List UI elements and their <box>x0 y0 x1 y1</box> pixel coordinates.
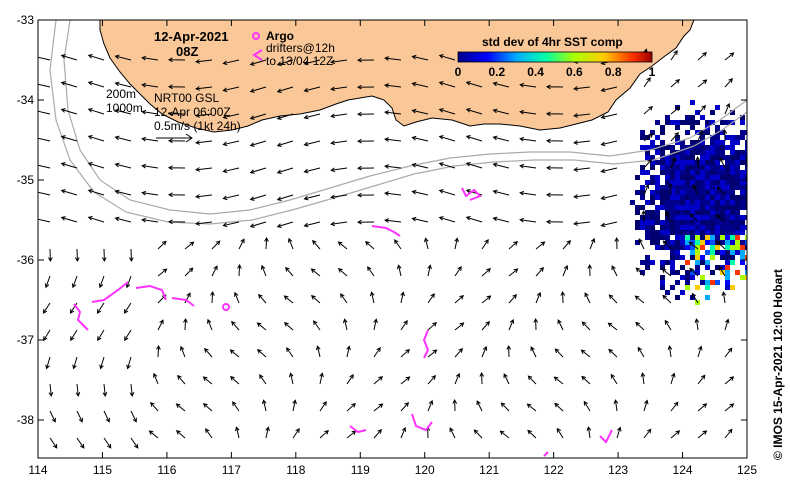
argo-float[interactable] <box>222 303 230 311</box>
current-vectors <box>38 48 735 449</box>
time-label: 08Z <box>176 44 198 59</box>
scale-label: 0.5m/s (1kt 24h) <box>154 119 241 133</box>
lat-tick-label: -37 <box>17 333 35 347</box>
lat-axis: -33 -34 -35 -36 -37 -38 <box>17 13 747 427</box>
colorbar-tick-label: 0 <box>455 65 462 79</box>
lat-tick-label: -35 <box>17 173 35 187</box>
drifter-track <box>411 413 433 432</box>
isobath-1000m <box>49 20 747 225</box>
lat-tick-label: -36 <box>17 253 35 267</box>
lon-tick-label: 119 <box>351 463 370 477</box>
lon-axis: 114 115 116 117 118 119 120 121 122 123 124 125 <box>28 20 757 477</box>
lon-tick-label: 125 <box>737 463 757 477</box>
drifter-track <box>422 329 430 359</box>
isobath-200-label: 200m <box>106 87 136 101</box>
land-australia <box>99 20 695 133</box>
lon-tick-label: 123 <box>608 463 628 477</box>
lon-tick-label: 117 <box>222 463 241 477</box>
drifter-legend-label: drifters@12h <box>266 41 335 55</box>
lon-tick-label: 116 <box>157 463 176 477</box>
lon-tick-label: 115 <box>93 463 112 477</box>
credit-label: © IMOS 15-Apr-2021 12:00 Hobart <box>771 269 785 460</box>
lon-tick-label: 124 <box>673 463 693 477</box>
drifter-track <box>73 303 89 331</box>
colorbar-tick-label: 0.8 <box>605 65 622 79</box>
colorbar <box>457 51 653 63</box>
drifter-track <box>135 284 167 301</box>
lat-tick-label: -38 <box>17 413 35 427</box>
colorbar-tick-label: 1 <box>649 65 656 79</box>
lon-tick-label: 120 <box>415 463 435 477</box>
colorbar-tick-label: 0.2 <box>488 65 505 79</box>
colorbar-ticks: 0 0.2 0.4 0.6 0.8 1 <box>455 65 656 79</box>
drifter-track <box>599 429 613 444</box>
drifter-track <box>461 187 482 201</box>
drifter-track <box>543 451 549 457</box>
date-label: 12-Apr-2021 <box>154 29 228 44</box>
source-label: NRT00 GSL <box>154 91 219 105</box>
lon-tick-label: 114 <box>28 463 47 477</box>
drifter-legend-icon <box>252 49 263 61</box>
lat-tick-label: -33 <box>17 13 35 27</box>
colorbar-tick-label: 0.6 <box>566 65 583 79</box>
lon-tick-label: 118 <box>286 463 305 477</box>
drifter-track <box>349 425 367 434</box>
lon-tick-label: 121 <box>479 463 499 477</box>
lat-tick-label: -34 <box>17 93 35 107</box>
argo-legend-label: Argo <box>266 29 294 43</box>
scale-arrow-icon <box>156 133 193 143</box>
drifter-legend-sub: to 13/04 12Z <box>266 54 333 68</box>
lon-tick-label: 122 <box>544 463 564 477</box>
colorbar-tick-label: 0.4 <box>527 65 544 79</box>
drifter-track <box>91 281 129 303</box>
drifter-track <box>371 225 401 237</box>
isobath-1000-label: 1000m <box>106 101 143 115</box>
plot-frame <box>37 19 748 459</box>
argo-legend-icon <box>252 32 260 40</box>
drifter-tracks[interactable] <box>73 187 613 457</box>
colorbar-title: std dev of 4hr SST comp <box>482 35 623 49</box>
drifter-track <box>171 297 195 307</box>
source-time-label: 12-Apr 06:00Z <box>154 105 231 119</box>
